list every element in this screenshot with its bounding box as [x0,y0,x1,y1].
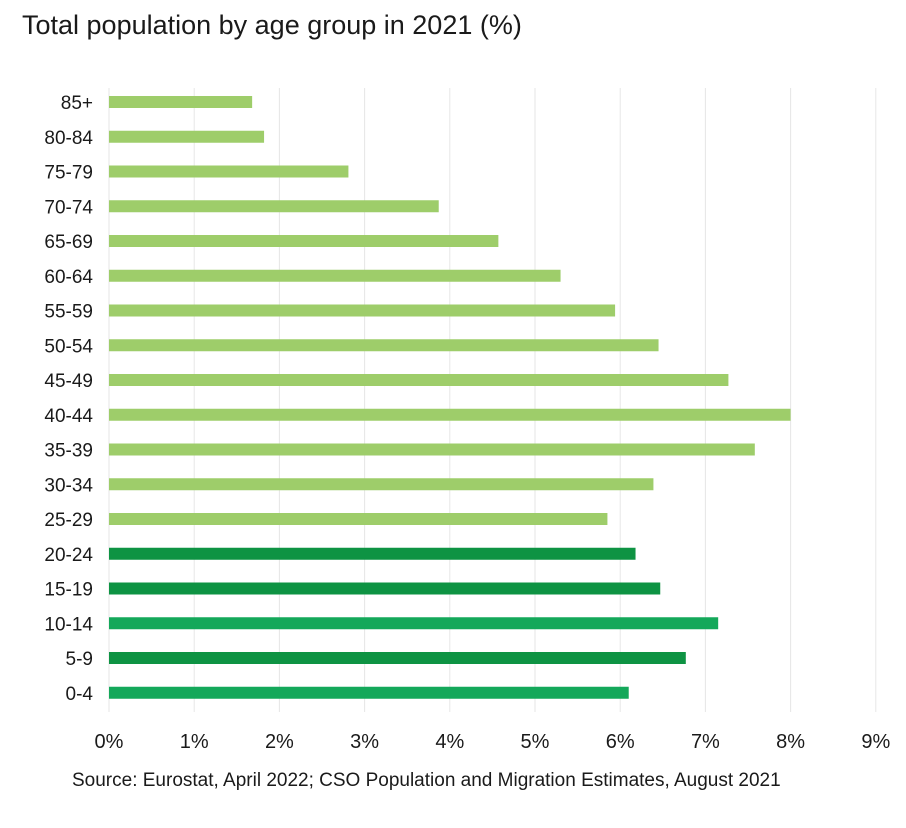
x-tick-label: 0% [95,731,124,753]
category-label: 65-69 [44,232,93,253]
bar-45-49 [109,374,729,386]
category-label: 25-29 [44,510,93,531]
bar-75-79 [109,165,349,178]
bar-80-84 [109,130,265,143]
category-label: 60-64 [44,267,93,288]
bar-65-69 [109,235,499,247]
bar-chart: 85+ 80-84 75-79 70-74 65-69 60-64 55-59 50-54 45… [44,88,891,753]
x-tick-label: 6% [606,731,635,753]
x-tick-label: 5% [521,731,550,753]
bar-50-54 [109,339,659,352]
category-label: 0-4 [66,684,94,705]
category-label: 40-44 [44,406,93,427]
category-label: 30-34 [44,475,93,496]
x-tick-label: 9% [861,731,890,753]
category-label: 50-54 [44,336,93,357]
x-tick-label: 1% [180,731,209,753]
bar-35-39 [109,443,755,456]
category-label: 80-84 [44,128,93,149]
category-label: 20-24 [44,545,93,566]
category-labels: 85+ 80-84 75-79 70-74 65-69 60-64 55-59 50-54 45… [44,93,93,705]
category-label: 45-49 [44,371,93,392]
category-label: 35-39 [44,441,93,462]
gridlines [108,88,877,712]
x-tick-label: 7% [691,731,720,753]
x-tick-label: 2% [265,731,294,753]
source-note: Source: Eurostat, April 2022; CSO Popula… [72,770,781,791]
x-tick-label: 4% [435,731,464,753]
bar-20-24 [109,547,636,560]
category-label: 85+ [61,93,93,114]
bar-0-4 [109,686,629,699]
bar-5-9 [109,652,686,664]
bar-10-14 [109,617,719,630]
category-label: 5-9 [66,649,93,670]
x-tick-label: 3% [350,731,379,753]
category-label: 10-14 [44,614,93,635]
bar-40-44 [109,408,791,421]
bar-15-19 [109,582,661,595]
category-label: 70-74 [44,197,93,218]
bar-60-64 [109,269,561,282]
bar-55-59 [109,304,616,317]
x-tick-labels: 0% 1% 2% 3% 4% 5% 6% 7% 8% 9% [95,731,891,753]
x-tick-label: 8% [776,731,805,753]
bar-85+ [109,96,253,108]
category-label: 15-19 [44,580,93,601]
category-label: 75-79 [44,163,93,184]
category-label: 55-59 [44,302,93,323]
bars [109,96,791,699]
bar-25-29 [109,513,608,525]
bar-70-74 [109,200,439,213]
bar-30-34 [109,478,654,491]
chart-title: Total population by age group in 2021 (%… [22,10,522,40]
